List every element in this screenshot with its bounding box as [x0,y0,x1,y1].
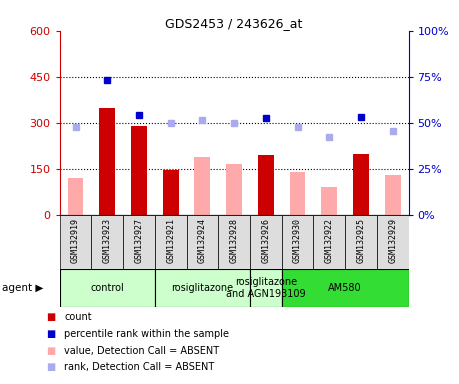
Text: ■: ■ [46,362,55,372]
Bar [131,126,147,215]
Bar [377,215,409,269]
Text: count: count [64,312,92,322]
Bar [321,187,337,215]
Text: rosiglitazone
and AGN193109: rosiglitazone and AGN193109 [226,277,306,299]
Bar [345,215,377,269]
Text: rank, Detection Call = ABSENT: rank, Detection Call = ABSENT [64,362,214,372]
Text: GSM132919: GSM132919 [71,218,80,263]
Text: GSM132927: GSM132927 [134,218,144,263]
Text: rosiglitazone: rosiglitazone [171,283,234,293]
Bar [60,215,91,269]
Bar [282,269,409,307]
Bar [99,108,115,215]
Bar [290,172,305,215]
Text: GSM132930: GSM132930 [293,218,302,263]
Bar [218,215,250,269]
Text: ■: ■ [46,312,55,322]
Text: GSM132921: GSM132921 [166,218,175,263]
Text: GSM132922: GSM132922 [325,218,334,263]
Text: value, Detection Call = ABSENT: value, Detection Call = ABSENT [64,346,219,356]
Text: GSM132924: GSM132924 [198,218,207,263]
Bar [226,164,242,215]
Bar [155,269,250,307]
Text: AM580: AM580 [328,283,362,293]
Text: GSM132925: GSM132925 [357,218,365,263]
Bar [60,269,155,307]
Bar [195,157,210,215]
Bar [67,178,84,215]
Text: percentile rank within the sample: percentile rank within the sample [64,329,229,339]
Bar [91,215,123,269]
Bar [353,154,369,215]
Bar [385,175,401,215]
Text: GSM132929: GSM132929 [388,218,397,263]
Text: GSM132923: GSM132923 [103,218,112,263]
Bar [282,215,313,269]
Bar [163,170,179,215]
Bar [155,215,186,269]
Title: GDS2453 / 243626_at: GDS2453 / 243626_at [165,17,303,30]
Bar [313,215,345,269]
Text: control: control [90,283,124,293]
Bar [250,215,282,269]
Text: agent ▶: agent ▶ [2,283,44,293]
Bar [186,215,218,269]
Text: GSM132928: GSM132928 [230,218,239,263]
Text: ■: ■ [46,346,55,356]
Bar [250,269,282,307]
Bar [258,155,274,215]
Text: ■: ■ [46,329,55,339]
Text: GSM132926: GSM132926 [261,218,270,263]
Bar [123,215,155,269]
